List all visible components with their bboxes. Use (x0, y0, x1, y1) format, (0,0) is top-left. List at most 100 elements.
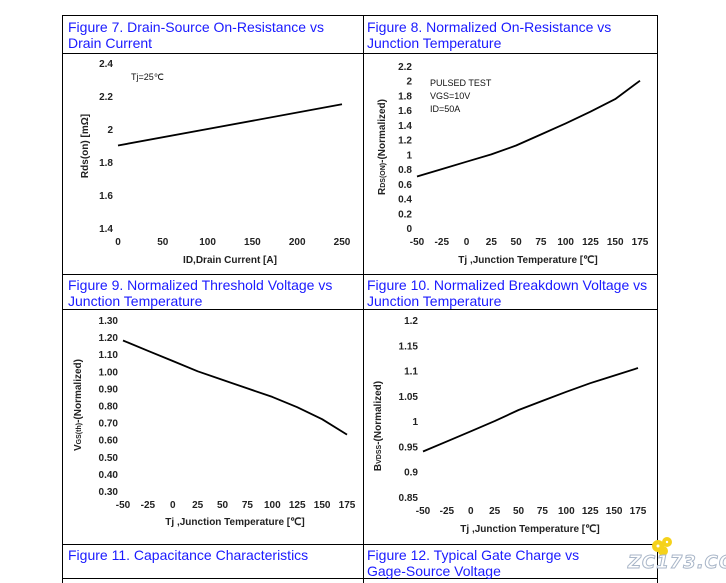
fig10-xtick-label: 0 (468, 506, 474, 517)
fig8-xtick-label: 175 (632, 237, 649, 248)
fig8-xtick-label: 25 (486, 237, 498, 248)
fig9-ytick-label: 0.80 (99, 402, 119, 413)
fig8-ytick-label: 1 (406, 150, 412, 161)
fig10-xtick-label: 25 (489, 506, 501, 517)
fig10-ytick-label: 1.1 (404, 367, 418, 378)
grid-divider-vertical (363, 15, 364, 583)
fig9-ytick-label: 0.30 (99, 487, 119, 498)
fig9-xtick-label: 125 (289, 500, 306, 511)
fig9-xtick-label: -25 (141, 500, 156, 511)
grid-divider-row5 (62, 578, 658, 579)
grid-divider-row1 (62, 53, 658, 54)
caption-fig12: Figure 12. Typical Gate Charge vs Gage-S… (367, 547, 580, 579)
fig9-series-line (122, 339, 348, 436)
fig7-xtick-label: 150 (244, 237, 261, 248)
fig9-ytick-label: 1.10 (99, 350, 119, 361)
fig9-xtick-label: 25 (192, 500, 204, 511)
fig7-ytick-label: 2.2 (99, 92, 113, 103)
fig8-ytick-label: 0.6 (398, 180, 412, 191)
fig7-xtick-label: 250 (334, 237, 351, 248)
fig8-ytick-label: 2 (406, 77, 412, 88)
fig8-xtick-label: -50 (410, 237, 425, 248)
fig8-ytick-label: 0 (406, 224, 412, 235)
fig9-xtick-label: 0 (170, 500, 176, 511)
fig10-xtick-label: 150 (606, 506, 623, 517)
fig7-xtick-label: 50 (157, 237, 169, 248)
fig9-xaxis-label: Tj ,Junction Temperature [℃] (165, 517, 304, 528)
caption-fig8: Figure 8. Normalized On-Resistance vs Ju… (367, 19, 612, 51)
fig8-series-line (416, 79, 641, 178)
figure-grid (62, 15, 658, 583)
fig9-ytick-label: 0.90 (99, 384, 119, 395)
caption-fig9: Figure 9. Normalized Threshold Voltage v… (68, 277, 333, 309)
fig9-xtick-label: 75 (242, 500, 254, 511)
fig7-xtick-label: 100 (199, 237, 216, 248)
fig10-yaxis-label: BVDSS-(Normalized) (373, 381, 384, 471)
fig8-annotation: ID=50A (430, 104, 460, 114)
fig10-ytick-label: 1.05 (399, 392, 419, 403)
fig8-ytick-label: 0.8 (398, 165, 412, 176)
fig7-xtick-label: 200 (289, 237, 306, 248)
fig8-xtick-label: 50 (511, 237, 523, 248)
fig10-xtick-label: 175 (630, 506, 647, 517)
fig8-ytick-label: 1.6 (398, 106, 412, 117)
fig8-ytick-label: 1.2 (398, 136, 412, 147)
fig7-ytick-label: 1.4 (99, 224, 113, 235)
fig8-ytick-label: 1.4 (398, 121, 412, 132)
watermark-logo: ZC173.COM (627, 536, 726, 583)
fig10-xtick-label: 50 (513, 506, 525, 517)
caption-fig10: Figure 10. Normalized Breakdown Voltage … (367, 277, 648, 309)
fig9-xtick-label: 175 (339, 500, 356, 511)
grid-divider-row3 (62, 309, 658, 310)
fig7-ytick-label: 1.8 (99, 158, 113, 169)
fig10-xtick-label: 100 (558, 506, 575, 517)
fig9-ytick-label: 1.00 (99, 367, 119, 378)
watermark-text: ZC173.COM (627, 552, 726, 574)
fig10-ytick-label: 1.2 (404, 316, 418, 327)
fig7-annotation: Tj=25℃ (131, 72, 164, 82)
fig8-xtick-label: 75 (535, 237, 547, 248)
fig8-xtick-label: 100 (557, 237, 574, 248)
fig8-ytick-label: 2.2 (398, 62, 412, 73)
fig7-yaxis-label: Rds(on) [mΩ] (80, 114, 91, 178)
fig8-ytick-label: 0.2 (398, 209, 412, 220)
fig8-ytick-label: 0.4 (398, 195, 412, 206)
fig7-xtick-label: 0 (115, 237, 121, 248)
fig9-xtick-label: 100 (264, 500, 281, 511)
fig9-ytick-label: 0.70 (99, 419, 119, 430)
fig8-yaxis-label: RDS(ON)-(Normalized) (377, 99, 388, 195)
fig7-ytick-label: 2 (107, 125, 113, 136)
fig9-yaxis-label: VGS(th)-(Normalized) (73, 359, 84, 451)
fig7-ytick-label: 1.6 (99, 191, 113, 202)
fig9-ytick-label: 0.60 (99, 436, 119, 447)
fig10-ytick-label: 1.15 (399, 341, 419, 352)
fig8-xtick-label: -25 (435, 237, 450, 248)
fig8-xtick-label: 125 (582, 237, 599, 248)
fig9-ytick-label: 1.30 (99, 316, 119, 327)
watermark-icon (652, 537, 672, 556)
fig8-xaxis-label: Tj ,Junction Temperature [℃] (458, 255, 597, 266)
caption-fig7: Figure 7. Drain-Source On-Resistance vs … (68, 19, 324, 51)
fig10-xtick-label: 75 (537, 506, 549, 517)
fig8-xtick-label: 150 (607, 237, 624, 248)
fig10-ytick-label: 0.9 (404, 468, 418, 479)
fig8-xtick-label: 0 (464, 237, 470, 248)
grid-divider-row2 (62, 274, 658, 275)
fig7-series-line (117, 103, 343, 147)
fig8-annotation: PULSED TEST (430, 78, 492, 88)
fig9-ytick-label: 1.20 (99, 333, 119, 344)
fig10-xtick-label: -25 (440, 506, 455, 517)
grid-divider-row4 (62, 544, 658, 545)
fig9-xtick-label: 50 (217, 500, 229, 511)
fig8-annotation: VGS=10V (430, 91, 470, 101)
caption-fig11: Figure 11. Capacitance Characteristics (68, 547, 309, 563)
fig10-ytick-label: 0.95 (399, 442, 419, 453)
fig7-xaxis-label: ID,Drain Current [A] (183, 255, 277, 266)
fig10-series-line (422, 367, 639, 453)
fig9-ytick-label: 0.50 (99, 453, 119, 464)
fig10-xaxis-label: Tj ,Junction Temperature [℃] (460, 524, 599, 535)
fig7-ytick-label: 2.4 (99, 59, 113, 70)
fig10-ytick-label: 0.85 (399, 493, 419, 504)
fig10-xtick-label: 125 (582, 506, 599, 517)
